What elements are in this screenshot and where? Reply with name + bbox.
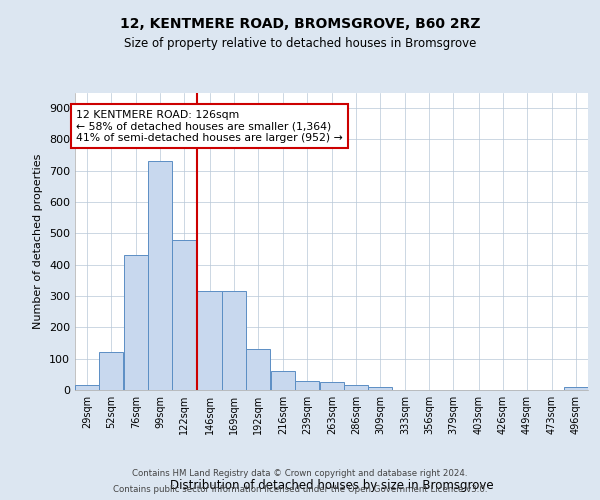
Bar — [124, 256, 148, 390]
Bar — [197, 292, 221, 390]
Bar — [75, 386, 99, 390]
Text: 12 KENTMERE ROAD: 126sqm
← 58% of detached houses are smaller (1,364)
41% of sem: 12 KENTMERE ROAD: 126sqm ← 58% of detach… — [76, 110, 343, 143]
Bar — [564, 387, 588, 390]
Text: Contains HM Land Registry data © Crown copyright and database right 2024.: Contains HM Land Registry data © Crown c… — [132, 468, 468, 477]
Y-axis label: Number of detached properties: Number of detached properties — [34, 154, 43, 329]
Bar — [271, 371, 295, 390]
Bar — [221, 292, 245, 390]
Bar — [99, 352, 123, 390]
Text: 12, KENTMERE ROAD, BROMSGROVE, B60 2RZ: 12, KENTMERE ROAD, BROMSGROVE, B60 2RZ — [120, 18, 480, 32]
Text: Contains public sector information licensed under the Open Government Licence v3: Contains public sector information licen… — [113, 485, 487, 494]
Bar — [245, 350, 270, 390]
Bar — [368, 387, 392, 390]
Bar — [172, 240, 196, 390]
Text: Size of property relative to detached houses in Bromsgrove: Size of property relative to detached ho… — [124, 38, 476, 51]
Bar — [295, 380, 319, 390]
Bar — [320, 382, 344, 390]
Bar — [148, 162, 172, 390]
Bar — [344, 386, 368, 390]
X-axis label: Distribution of detached houses by size in Bromsgrove: Distribution of detached houses by size … — [170, 478, 493, 492]
